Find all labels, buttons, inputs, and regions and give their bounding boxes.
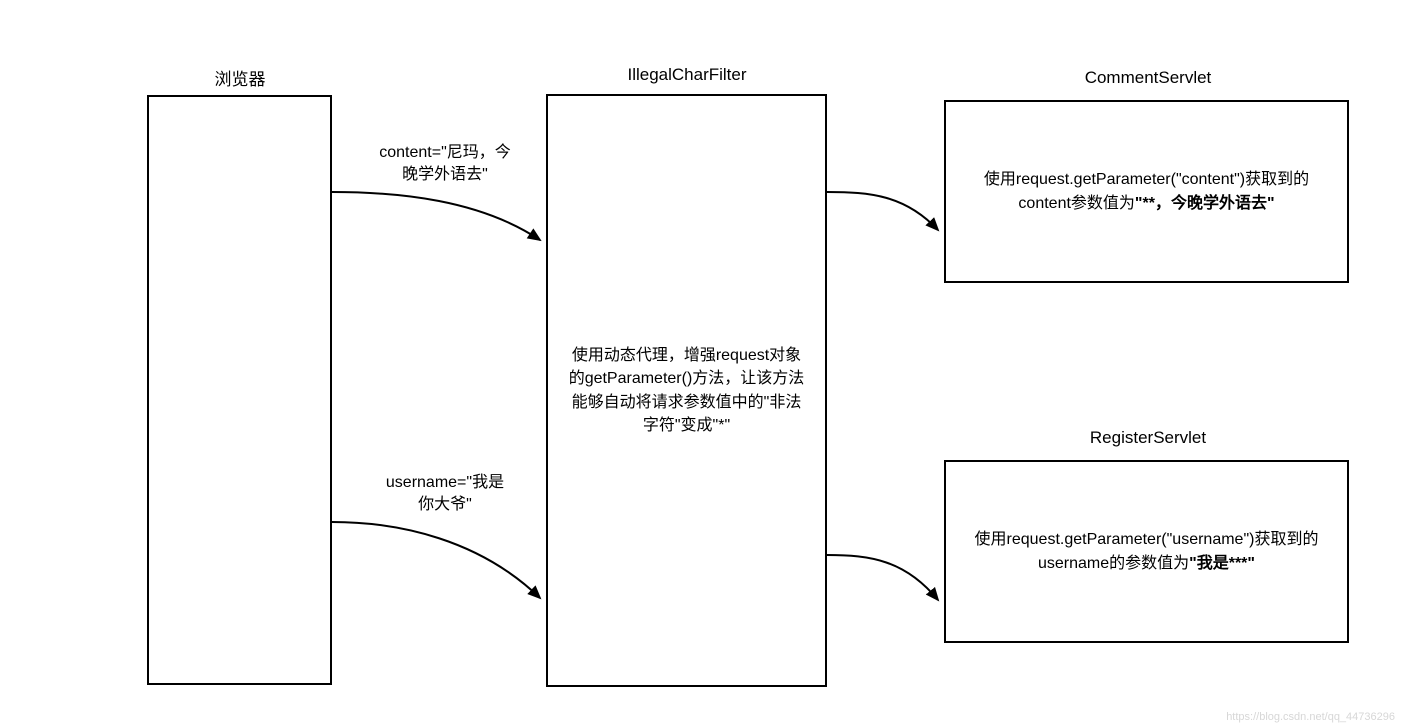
register-body-bold: "我是***": [1189, 555, 1255, 572]
filter-node: 使用动态代理，增强request对象的getParameter()方法，让该方法…: [546, 94, 827, 687]
register-servlet-body: 使用request.getParameter("username")获取到的us…: [962, 528, 1331, 574]
arrow-browser-filter-top: [332, 192, 540, 240]
edge1-line2: 晚学外语去": [402, 166, 488, 183]
comment-servlet-title: CommentServlet: [1048, 68, 1248, 88]
edge-label-2: username="我是 你大爷": [355, 472, 535, 515]
browser-title: 浏览器: [140, 65, 340, 90]
arrow-filter-register: [827, 555, 938, 600]
register-servlet-title: RegisterServlet: [1048, 428, 1248, 448]
register-body-prefix: 使用request.getParameter("username")获取到的us…: [975, 531, 1319, 571]
edge2-line1: username="我是: [386, 474, 504, 491]
arrow-filter-comment: [827, 192, 938, 230]
browser-node: [147, 95, 332, 685]
comment-servlet-node: 使用request.getParameter("content")获取到的con…: [944, 100, 1349, 283]
comment-servlet-body: 使用request.getParameter("content")获取到的con…: [962, 168, 1331, 214]
watermark-text: https://blog.csdn.net/qq_44736296: [1226, 711, 1395, 723]
edge1-line1: content="尼玛，今: [379, 144, 511, 161]
register-servlet-node: 使用request.getParameter("username")获取到的us…: [944, 460, 1349, 643]
comment-body-bold: "**，今晚学外语去": [1135, 195, 1275, 212]
filter-title: IllegalCharFilter: [587, 65, 787, 85]
edge2-line2: 你大爷": [418, 496, 472, 513]
arrow-browser-filter-bottom: [332, 522, 540, 598]
filter-body: 使用动态代理，增强request对象的getParameter()方法，让该方法…: [564, 344, 809, 437]
edge-label-1: content="尼玛，今 晚学外语去": [345, 142, 545, 185]
